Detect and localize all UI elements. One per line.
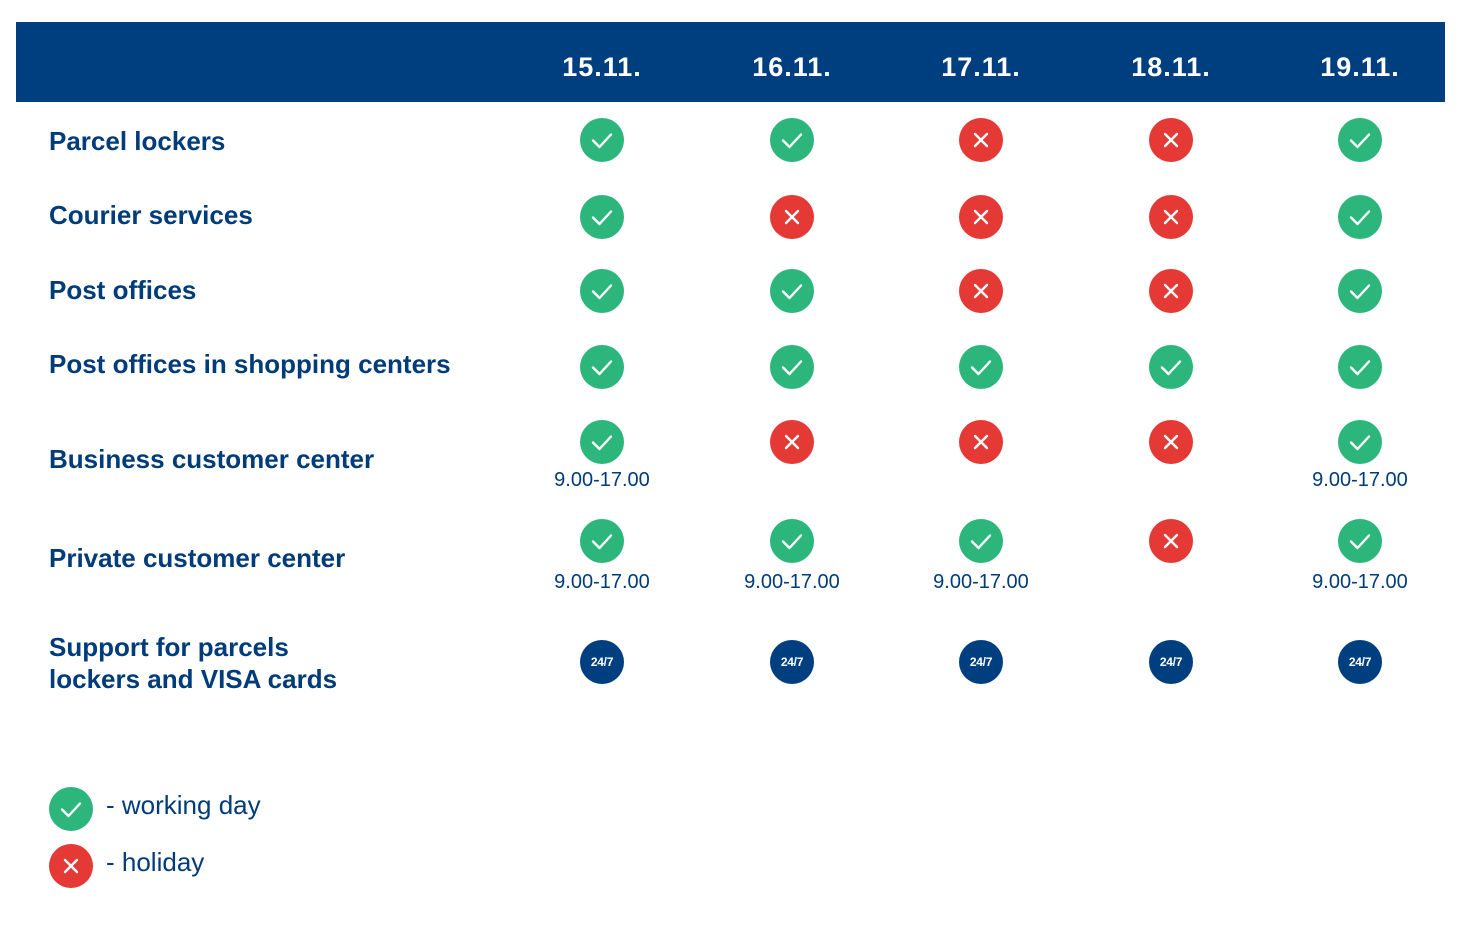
check-icon xyxy=(1338,195,1382,239)
row-label-line: Private customer center xyxy=(49,543,346,573)
cross-icon xyxy=(1149,269,1193,313)
row-label: Business customer center xyxy=(49,443,374,475)
row-label-line: Support for parcels xyxy=(49,632,289,662)
row-label-line: Business customer center xyxy=(49,444,375,474)
legend-label: - holiday xyxy=(106,847,205,877)
row-label-line: Post offices xyxy=(49,275,197,305)
check-icon xyxy=(959,345,1003,389)
row-label: Private customer center xyxy=(49,542,345,574)
cross-icon xyxy=(959,420,1003,464)
row-label-line: Courier services xyxy=(49,200,253,230)
date-header: 19.11. xyxy=(1320,52,1400,82)
check-icon xyxy=(580,345,624,389)
check-icon xyxy=(580,118,624,162)
24-7-badge: 24/7 xyxy=(1338,640,1382,684)
row-label: Post offices in shopping centers xyxy=(49,348,451,380)
cross-icon xyxy=(959,269,1003,313)
cross-icon xyxy=(1149,118,1193,162)
row-label: Courier services xyxy=(49,199,253,231)
opening-hours: 9.00-17.00 xyxy=(1312,571,1408,593)
24-7-badge: 24/7 xyxy=(959,640,1003,684)
check-icon xyxy=(1338,345,1382,389)
24-7-badge: 24/7 xyxy=(1149,640,1193,684)
table-header-bar xyxy=(16,22,1445,102)
row-label-line: lockers and VISA cards xyxy=(49,664,338,694)
row-label: Support for parcels lockers and VISA card… xyxy=(49,631,337,695)
date-header: 15.11. xyxy=(562,52,642,82)
check-icon xyxy=(580,420,624,464)
24-7-badge: 24/7 xyxy=(580,640,624,684)
cross-icon xyxy=(1149,519,1193,563)
24-7-badge: 24/7 xyxy=(770,640,814,684)
date-header: 18.11. xyxy=(1131,52,1211,82)
check-icon xyxy=(770,269,814,313)
check-icon xyxy=(580,195,624,239)
check-icon xyxy=(770,118,814,162)
row-label-line: Post offices in shopping centers xyxy=(49,349,451,379)
cross-icon xyxy=(770,195,814,239)
cross-icon xyxy=(770,420,814,464)
opening-hours: 9.00-17.00 xyxy=(554,571,650,593)
cross-icon xyxy=(49,844,93,888)
check-icon xyxy=(580,269,624,313)
opening-hours: 9.00-17.00 xyxy=(744,571,840,593)
date-header: 16.11. xyxy=(752,52,832,82)
opening-hours: 9.00-17.00 xyxy=(933,571,1029,593)
opening-hours: 9.00-17.00 xyxy=(554,469,650,491)
check-icon xyxy=(1149,345,1193,389)
cross-icon xyxy=(1149,195,1193,239)
check-icon xyxy=(770,519,814,563)
check-icon xyxy=(959,519,1003,563)
date-header: 17.11. xyxy=(941,52,1021,82)
row-label: Post offices xyxy=(49,274,196,306)
check-icon xyxy=(49,787,93,831)
check-icon xyxy=(1338,269,1382,313)
row-label: Parcel lockers xyxy=(49,125,225,157)
cross-icon xyxy=(959,118,1003,162)
check-icon xyxy=(1338,420,1382,464)
check-icon xyxy=(770,345,814,389)
legend-label: - working day xyxy=(106,790,261,820)
check-icon xyxy=(1338,519,1382,563)
check-icon xyxy=(580,519,624,563)
cross-icon xyxy=(959,195,1003,239)
cross-icon xyxy=(1149,420,1193,464)
check-icon xyxy=(1338,118,1382,162)
row-label-line: Parcel lockers xyxy=(49,126,226,156)
opening-hours: 9.00-17.00 xyxy=(1312,469,1408,491)
